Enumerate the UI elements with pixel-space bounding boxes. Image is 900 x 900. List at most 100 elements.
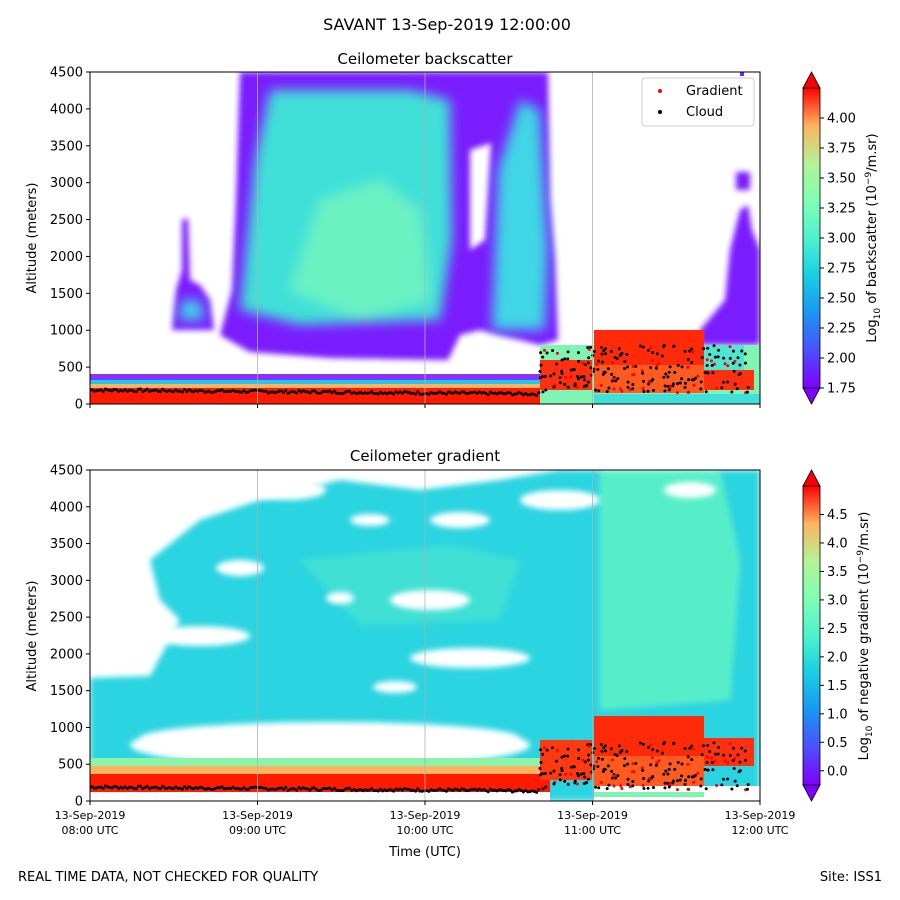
gradient-cloud-point (552, 782, 556, 786)
backscatter-cloud-point (700, 356, 704, 360)
gradient-cloud-point (253, 785, 257, 789)
backscatter-cloud-point (438, 390, 442, 394)
gradient-cloud-point (672, 742, 676, 746)
backscatter-cloud-envelope-right (700, 205, 760, 345)
gradient-gradient-point (686, 787, 690, 791)
backscatter-cloud-point (728, 356, 732, 360)
gradient-cloud-point (711, 768, 715, 772)
backscatter-cloud-point (721, 380, 725, 384)
backscatter-cloud-point (491, 391, 495, 395)
gradient-cloud-point (586, 777, 590, 781)
gradient-cloud-point (558, 773, 562, 777)
backscatter-cloud-point (308, 391, 312, 395)
backscatter-gradient-point (726, 364, 730, 368)
backscatter-gradient-point (691, 350, 695, 354)
gradient-cloud-point (746, 782, 750, 786)
backscatter-cloud-point (508, 391, 512, 395)
gradient-gradient-point (696, 771, 700, 775)
backscatter-cloud-point (594, 388, 598, 392)
backscatter-cloud-point (708, 352, 712, 356)
gradient-cloud-point (618, 750, 622, 754)
gradient-cloud-point (139, 784, 143, 788)
backscatter-cloud-point (732, 369, 736, 373)
backscatter-cloud-point (626, 385, 630, 389)
backscatter-cloud-point (558, 381, 562, 385)
backscatter-cloud-point (688, 349, 692, 353)
gradient-cloud-point (607, 783, 611, 787)
gradient-cloud-point (154, 785, 158, 789)
gradient-cloud-point (678, 778, 682, 782)
gradient-cloud-point (600, 757, 604, 761)
gradient-cloud-point (664, 769, 668, 773)
gradient-cloud-point (535, 790, 539, 794)
backscatter-cloud-point (101, 389, 105, 393)
gradient-cloud-point (330, 788, 334, 792)
backscatter-cloud-point (684, 381, 688, 385)
gradient-cloud-point (601, 769, 605, 773)
gradient-boundary-top (90, 758, 550, 768)
backscatter-cloud-point (174, 388, 178, 392)
gradient-gradient-point (692, 780, 696, 784)
backscatter-cloud-point (738, 363, 742, 367)
gradient-cloud-point (626, 777, 630, 781)
backscatter-cloud-point (539, 363, 543, 367)
backscatter-ytick-label: 3000 (50, 176, 83, 191)
legend-cloud-label: Cloud (686, 105, 723, 120)
backscatter-cloud-point (704, 390, 708, 394)
gradient-cloud-point (576, 774, 580, 778)
gradient-cloud-point (458, 788, 462, 792)
gradient-gradient-point (610, 758, 614, 762)
backscatter-colorbar: 1.75 2.00 2.25 2.50 2.75 3.00 3.25 3.50 3.75 4.00… (802, 71, 883, 405)
gradient-cloud-point (220, 785, 224, 789)
backscatter-colorbar-tick-label: 1.75 (827, 382, 856, 397)
gradient-cloud-point (563, 779, 567, 783)
backscatter-gradient-point (709, 359, 713, 363)
gradient-cloud-point (625, 750, 629, 754)
gradient-cloud-point (262, 786, 266, 790)
gradient-cloud-point (172, 787, 176, 791)
gradient-colorbar-tick-label: 0.5 (827, 736, 848, 751)
backscatter-lower-clutter-band-b (594, 330, 704, 365)
gradient-cloud-point (128, 785, 132, 789)
gradient-cloud-point (339, 788, 343, 792)
gradient-cloud-point (187, 785, 191, 789)
gradient-cloud-point (504, 789, 508, 793)
backscatter-ytick-label: 2500 (50, 213, 83, 228)
gradient-gradient-point (657, 759, 661, 763)
gradient-cloud-point (90, 785, 94, 789)
backscatter-cloud-envelope-fragment (736, 172, 750, 190)
gradient-ytick-label: 3500 (50, 537, 83, 552)
backscatter-gradient-point (631, 365, 635, 369)
gradient-cloud-point (642, 776, 646, 780)
gradient-cloud-point (427, 789, 431, 793)
backscatter-cloud-point (702, 347, 706, 351)
gradient-cloud-point (706, 768, 710, 772)
gradient-cloud-point (319, 788, 323, 792)
gradient-cloud-point (471, 788, 475, 792)
gradient-cloud-point (551, 746, 555, 750)
gradient-cloud-point (231, 785, 235, 789)
backscatter-cloud-point (524, 391, 528, 395)
backscatter-cloud-point (440, 391, 444, 395)
backscatter-cloud-point (610, 379, 614, 383)
backscatter-colorbar-extend-top (802, 71, 821, 89)
gradient-cloud-point (617, 744, 621, 748)
backscatter-colorbar-tick-label: 3.25 (827, 202, 856, 217)
gradient-colorbar-tick-label: 1.0 (827, 707, 848, 722)
gradient-colorbar-extend-bottom (802, 784, 821, 802)
gradient-colorbar-tick-label: 2.0 (827, 650, 848, 665)
gradient-cloud-point (569, 765, 573, 769)
gradient-cloud-point (123, 785, 127, 789)
backscatter-cloud-point (577, 359, 581, 363)
backscatter-cloud-point (705, 363, 709, 367)
gradient-cloud-point (634, 762, 638, 766)
backscatter-cloud-point (299, 390, 303, 394)
backscatter-cloud-point (706, 346, 710, 350)
backscatter-gradient-point (657, 362, 661, 366)
backscatter-cloud-point (216, 389, 220, 393)
gradient-cloud-point (655, 749, 659, 753)
gradient-cloud-point (560, 769, 564, 773)
gradient-cloud-point (688, 746, 692, 750)
backscatter-cloud-point (686, 358, 690, 362)
backscatter-gradient-point (712, 362, 716, 366)
